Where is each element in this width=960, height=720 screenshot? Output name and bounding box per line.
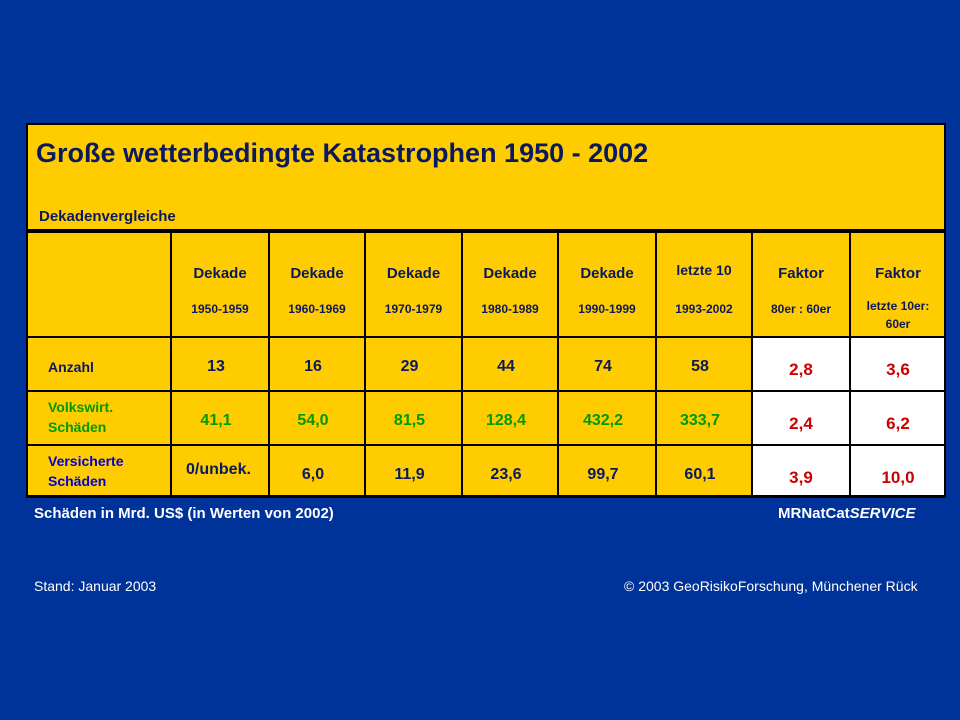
table-value: 432,2 [582, 412, 624, 429]
header-cell [559, 233, 655, 336]
column-header-years: 1990-1999 [578, 302, 636, 316]
table-cell [559, 392, 655, 444]
table-cell [657, 446, 751, 495]
table-cell [270, 392, 364, 444]
table-cell [753, 338, 849, 390]
table-cell [172, 338, 268, 390]
column-header-label: Dekade [580, 265, 634, 282]
header-cell [753, 233, 849, 336]
table-value: 333,7 [679, 412, 721, 429]
table-cell [366, 338, 461, 390]
row-label: Anzahl [48, 359, 94, 375]
factor-value: 3,9 [789, 468, 813, 487]
header-cell [366, 233, 461, 336]
header-cell [172, 233, 268, 336]
table-cell [463, 392, 557, 444]
table-cell [657, 392, 751, 444]
row-label-line2: Schäden [48, 473, 107, 489]
table-cell [463, 446, 557, 495]
header-cell [851, 233, 944, 336]
table-cell [851, 446, 944, 495]
column-header-years: 1950-1959 [191, 302, 249, 316]
table-value: 58 [691, 358, 709, 375]
factor-header-label: Faktor [875, 265, 921, 282]
table-cell [28, 392, 170, 444]
row-label-line2: Schäden [48, 419, 107, 435]
header-cell [463, 233, 557, 336]
header-corner-cell [28, 233, 170, 336]
table-cell [657, 338, 751, 390]
table-cell [28, 338, 170, 390]
table-value: 60,1 [684, 466, 716, 483]
table-value: 44 [497, 358, 515, 375]
table-cell [851, 338, 944, 390]
column-header-years: 1970-1979 [384, 302, 443, 316]
column-header-label: letzte 10 [676, 262, 732, 278]
column-header-years: 1980-1989 [481, 302, 539, 316]
header-cell [657, 233, 751, 336]
table-value: 11,9 [394, 466, 425, 483]
table-cell [559, 338, 655, 390]
table-cell [172, 392, 268, 444]
table-cell [851, 392, 944, 444]
title-banner [28, 125, 944, 229]
factor-value: 2,4 [789, 414, 813, 433]
table-cell [753, 446, 849, 495]
table-value: 23,6 [490, 466, 522, 483]
table-cell [463, 338, 557, 390]
stand-date: Stand: Januar 2003 [34, 578, 157, 594]
factor-header-sub: 80er : 60er [770, 302, 832, 316]
table-value: 6,0 [301, 466, 325, 483]
factor-value: 3,6 [886, 360, 910, 379]
factor-value: 10,0 [881, 468, 915, 487]
table-value: 29 [400, 358, 419, 375]
table-cell [28, 446, 170, 495]
table-cell [366, 446, 461, 495]
table-value: 13 [207, 358, 225, 375]
column-header-years: 1993-2002 [675, 302, 733, 316]
table-value: 0/unbek. [186, 461, 251, 478]
table-cell [270, 446, 364, 495]
column-header-label: Dekade [483, 265, 537, 282]
header-cell [270, 233, 364, 336]
table-value: 16 [304, 358, 322, 375]
table-cell [270, 338, 364, 390]
table-value: 99,7 [587, 466, 619, 483]
factor-header-label: Faktor [778, 265, 824, 282]
table-cell [366, 392, 461, 444]
factor-header-sub2: 60er [885, 317, 911, 331]
column-header-label: Dekade [290, 265, 344, 282]
column-header-label: Dekade [386, 265, 441, 282]
table-cell [559, 446, 655, 495]
table-value: 54,0 [297, 412, 329, 429]
row-label-line1: Volkswirt. [48, 399, 114, 415]
column-header-label: Dekade [193, 265, 247, 282]
column-header-years: 1960-1969 [288, 302, 346, 316]
table-cell [753, 392, 849, 444]
row-label-line1: Versicherte [48, 453, 124, 469]
factor-header-sub: letzte 10er: [866, 299, 930, 313]
copyright: © 2003 GeoRisikoForschung, Münchener Rüc… [624, 578, 918, 594]
units-note: Schäden in Mrd. US$ (in Werten von 2002) [34, 505, 334, 522]
page-title: Große wetterbedingte Katastrophen 1950 -… [36, 138, 649, 168]
factor-value: 6,2 [886, 414, 910, 433]
table-cell [172, 446, 268, 495]
table-value: 81,5 [393, 412, 426, 429]
brand-label: MRNatCatSERVICE [778, 505, 916, 522]
table-value: 41,1 [200, 412, 232, 429]
page-subtitle: Dekadenvergleiche [39, 208, 176, 225]
table-value: 128,4 [485, 412, 527, 429]
table-value: 74 [594, 358, 612, 375]
factor-value: 2,8 [789, 360, 813, 379]
